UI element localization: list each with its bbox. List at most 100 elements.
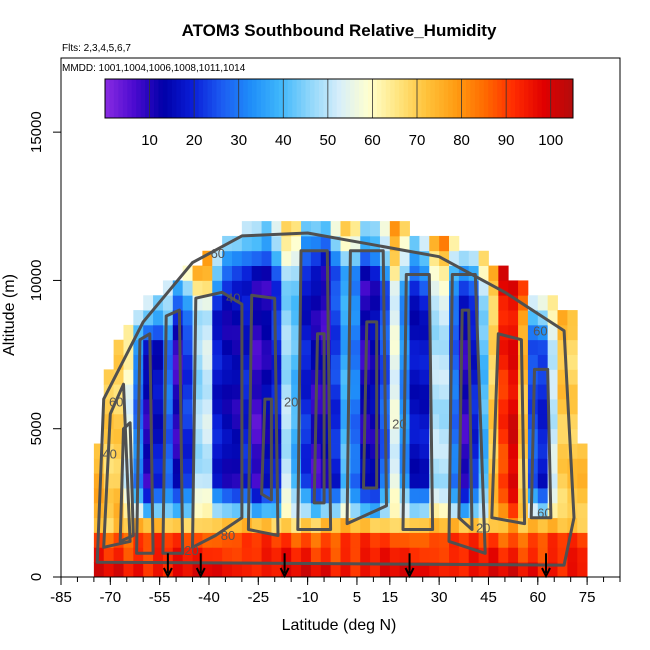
colorbar-segment (247, 79, 253, 118)
heatmap-cell (202, 265, 213, 281)
heatmap-cell (291, 354, 302, 370)
heatmap-cell (468, 562, 479, 578)
heatmap-cell (291, 488, 302, 504)
heatmap-cell (271, 235, 282, 252)
heatmap-cell (301, 547, 312, 563)
colorbar-segment (425, 79, 431, 118)
heatmap-cell (113, 562, 124, 578)
heatmap-cell (182, 384, 193, 400)
heatmap-cell (557, 473, 568, 489)
heatmap-cell (567, 399, 578, 415)
heatmap-cell (103, 517, 115, 533)
heatmap-cell (261, 473, 272, 489)
heatmap-cell (370, 547, 381, 563)
contour-line (490, 332, 527, 526)
heatmap-cell (153, 413, 164, 430)
heatmap-cell (251, 339, 262, 355)
heatmap-cell (360, 310, 371, 326)
heatmap-cell (143, 488, 154, 504)
heatmap-cell (172, 428, 184, 444)
heatmap-cell (212, 502, 223, 519)
heatmap-cell (192, 369, 203, 385)
heatmap-cell (281, 354, 292, 370)
heatmap-cell (301, 354, 312, 370)
heatmap-cell (182, 502, 193, 519)
heatmap-cell (449, 443, 460, 459)
heatmap-cell (212, 384, 223, 400)
heatmap-cell (468, 354, 479, 370)
heatmap-cell (241, 310, 253, 326)
heatmap-cell (113, 517, 124, 533)
heatmap-cell (340, 295, 351, 311)
heatmap-cell (182, 562, 193, 578)
heatmap-cell (281, 428, 292, 444)
heatmap-cell (478, 280, 489, 296)
heatmap-cell (518, 517, 529, 533)
heatmap-cell (409, 532, 420, 548)
colorbar-segment (541, 79, 547, 118)
heatmap-cell (547, 369, 558, 385)
heatmap-cell (271, 221, 282, 237)
heatmap-cell (350, 443, 361, 459)
heatmap-cell (113, 458, 124, 474)
heatmap-cell (547, 339, 558, 355)
heatmap-cell (498, 280, 509, 296)
heatmap-cell (379, 547, 391, 563)
heatmap-cell (261, 562, 272, 578)
heatmap-cell (281, 310, 292, 326)
heatmap-cell (222, 399, 233, 415)
heatmap-cell (330, 547, 341, 563)
heatmap-cell (409, 369, 420, 385)
heatmap-cell (143, 517, 154, 533)
heatmap-cell (301, 458, 312, 474)
heatmap-cell (162, 473, 174, 489)
heatmap-cell (429, 532, 440, 548)
heatmap-cell (212, 369, 223, 385)
heatmap-cell (350, 428, 361, 444)
heatmap-cell (557, 413, 568, 430)
heatmap-cell (537, 295, 549, 311)
heatmap-cell (370, 295, 381, 311)
heatmap-cell (320, 458, 332, 474)
colorbar-segment (113, 79, 119, 118)
colorbar-tick-label: 80 (453, 132, 470, 149)
heatmap-cell (241, 265, 253, 281)
colorbar-segment (140, 79, 146, 118)
colorbar-segment (559, 79, 565, 118)
heatmap-cell (577, 517, 588, 533)
heatmap-cell (409, 443, 420, 459)
heatmap-cell (350, 473, 361, 489)
heatmap-cell (172, 502, 184, 519)
heatmap-cell (320, 339, 332, 355)
heatmap-cell (113, 399, 124, 415)
heatmap-cell (547, 458, 558, 474)
heatmap-cell (360, 265, 371, 281)
heatmap-cell (547, 413, 558, 430)
dates-subtitle: MMDD: 1001,1004,1006,1008,1011,1014 (62, 63, 246, 74)
heatmap-cell (301, 562, 312, 578)
heatmap-cell (291, 532, 302, 548)
heatmap-cell (320, 517, 332, 533)
colorbar-segment (341, 79, 347, 118)
heatmap-cell (567, 428, 578, 444)
heatmap-cell (153, 339, 164, 355)
heatmap-cell (301, 532, 312, 548)
heatmap-cell (478, 310, 489, 326)
heatmap-cell (143, 413, 154, 430)
colorbar-segment (314, 79, 320, 118)
colorbar-segment (145, 79, 151, 118)
heatmap-cell (478, 354, 489, 370)
colorbar-segment (457, 79, 463, 118)
heatmap-cell (301, 369, 312, 385)
heatmap-cell (439, 443, 450, 459)
heatmap-cell (123, 369, 134, 385)
heatmap-cell (458, 280, 470, 296)
colorbar-segment (229, 79, 235, 118)
heatmap-cell (439, 295, 450, 311)
heatmap-cell (222, 265, 233, 281)
colorbar-segment (470, 79, 476, 118)
heatmap-cell (251, 295, 262, 311)
y-axis-label: Altitude (m) (1, 274, 18, 356)
heatmap-cell (261, 428, 272, 444)
heatmap-cell (399, 221, 410, 237)
